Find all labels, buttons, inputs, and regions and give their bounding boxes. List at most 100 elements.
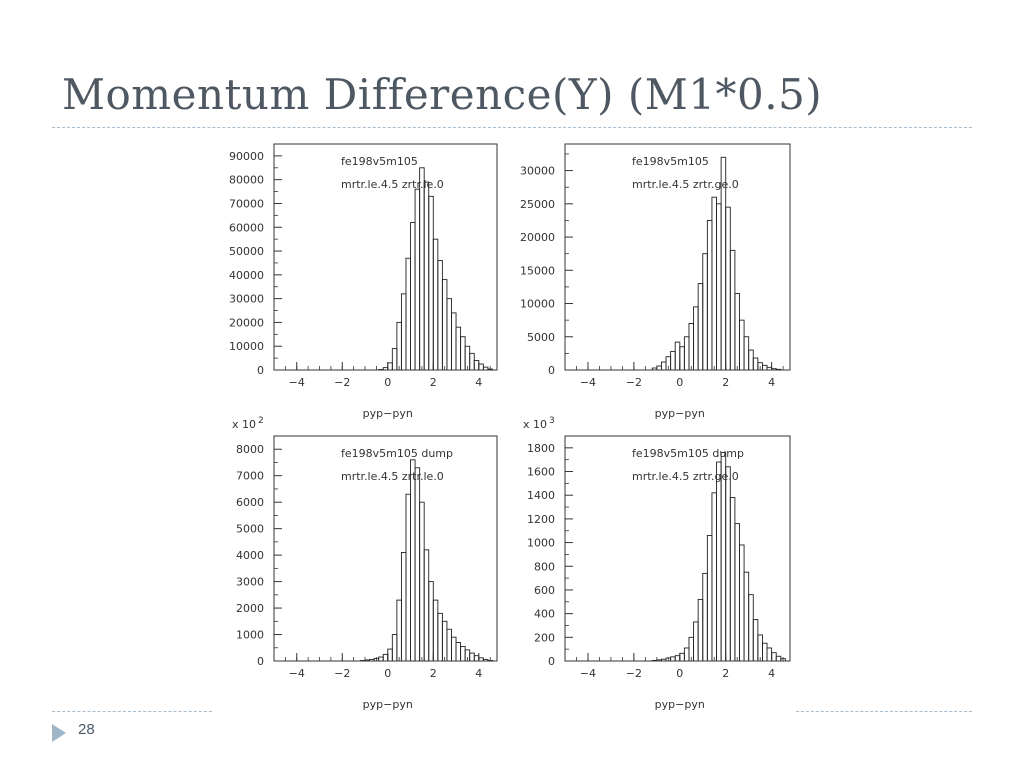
histogram-2-bin	[391, 634, 398, 662]
y-tick-label: 600	[534, 584, 555, 597]
histogram-2-multiplier-base: x 10	[232, 418, 256, 431]
histogram-2-bin	[437, 612, 443, 662]
histogram-3: −4 −2 0 2 4 0 200 400 600 800 1000 1200 1400 1600 1800…	[523, 416, 791, 711]
histogram-2-bin	[423, 549, 430, 662]
histogram-1-bin	[743, 336, 750, 371]
histogram-2-frame	[273, 435, 498, 662]
y-tick-label: 1600	[527, 466, 555, 479]
x-tick-label: 0	[676, 667, 683, 680]
histogram-2: −4 −2 0 2 4 0 1000 2000 3000 4000 5000 6000 7000 8000…	[232, 416, 498, 711]
y-tick-label: 20000	[229, 316, 264, 329]
histogram-3-bin	[766, 647, 773, 662]
y-tick-label: 7000	[236, 470, 264, 483]
histogram-1-bin	[688, 323, 695, 371]
y-tick-label: 6000	[236, 496, 264, 509]
y-tick-label: 1400	[527, 489, 555, 502]
x-tick-label: 4	[768, 667, 775, 680]
histogram-3-bin	[697, 598, 704, 662]
y-tick-label: 80000	[229, 174, 264, 187]
histogram-0-bin	[469, 352, 475, 371]
histogram-2-cuts: mrtr.le.4.5 zrtr.le.0	[341, 470, 444, 483]
x-tick-label: −2	[334, 667, 350, 680]
histogram-1-bin	[716, 203, 722, 371]
histogram-2-label: fe198v5m105 dump	[341, 447, 453, 460]
x-tick-label: 2	[430, 376, 437, 389]
histogram-3-bin	[761, 642, 768, 662]
y-tick-label: 5000	[236, 523, 264, 536]
histogram-0-xlabel: pyp−pyn	[363, 407, 413, 420]
histogram-2-bin	[400, 552, 407, 662]
histogram-0-bin	[446, 298, 452, 371]
histogram-0-bin	[451, 312, 457, 371]
y-tick-label: 400	[534, 608, 555, 621]
histogram-3-bin	[706, 535, 713, 662]
x-tick-label: 4	[475, 667, 482, 680]
y-tick-label: 1000	[527, 537, 555, 550]
y-tick-label: 800	[534, 560, 555, 573]
histogram-0-bin	[441, 279, 448, 371]
x-tick-label: 4	[475, 376, 482, 389]
title-divider	[52, 127, 972, 128]
histogram-2-bin	[396, 599, 402, 662]
histogram-3-bin	[748, 594, 754, 662]
x-tick-label: −2	[626, 376, 642, 389]
histogram-1-bin	[679, 346, 685, 371]
histogram-1-ticks: −4 −2 0 2 4 0 5000 10000 15000 20000 25000 30000	[520, 153, 784, 389]
y-tick-label: 1000	[236, 629, 264, 642]
histogram-1-bin	[683, 336, 690, 371]
histogram-0-frame	[273, 143, 498, 371]
y-tick-label: 2000	[236, 602, 264, 615]
histogram-0-bin	[428, 195, 434, 371]
histogram-0-bin	[410, 222, 416, 371]
histogram-2-bin	[441, 620, 448, 662]
histogram-1-bin	[697, 283, 704, 371]
histogram-1-bin	[711, 196, 717, 371]
y-tick-label: 10000	[520, 298, 555, 311]
footer-divider-left	[52, 711, 212, 712]
histogram-0-bin	[423, 181, 430, 371]
y-tick-label: 90000	[229, 150, 264, 163]
histogram-3-bin	[670, 656, 676, 662]
histogram-2-bin	[469, 652, 475, 662]
histogram-0-label: fe198v5m105	[341, 155, 418, 168]
y-tick-label: 60000	[229, 221, 264, 234]
histogram-1: −4 −2 0 2 4 0 5000 10000 15000 20000 25000 30000 fe…	[520, 143, 791, 420]
histogram-0-bin	[432, 238, 439, 371]
histogram-3-bin	[674, 655, 681, 662]
histogram-2-bin	[460, 645, 466, 662]
histogram-2-bin	[405, 493, 411, 662]
histogram-3-bin	[743, 571, 750, 662]
y-tick-label: 1800	[527, 442, 555, 455]
histogram-1-bin	[748, 349, 754, 371]
histogram-0-cuts: mrtr.le.4.5 zrtr.le.0	[341, 178, 444, 191]
histogram-2-bin	[446, 628, 452, 662]
histogram-2-multiplier: x 10 2	[232, 416, 264, 431]
histogram-3-bin	[711, 492, 717, 662]
x-tick-label: −4	[289, 376, 305, 389]
histogram-3-bin	[771, 652, 777, 662]
histogram-1-bin	[729, 249, 736, 371]
histogram-3-bin	[729, 497, 736, 662]
histogram-1-bin	[706, 219, 713, 371]
histogram-2-xlabel: pyp−pyn	[363, 698, 413, 711]
y-tick-label: 4000	[236, 549, 264, 562]
y-tick-label: 10000	[229, 340, 264, 353]
x-tick-label: 2	[430, 667, 437, 680]
histogram-0-bars	[378, 167, 493, 371]
histogram-1-bin	[752, 357, 759, 371]
histogram-2-bin	[378, 656, 384, 662]
histogram-2-bin	[432, 599, 439, 662]
y-tick-label: 50000	[229, 245, 264, 258]
histogram-1-bin	[702, 253, 708, 371]
y-tick-label: 0	[548, 364, 555, 377]
histogram-3-multiplier-exp: 3	[549, 416, 555, 426]
y-tick-label: 30000	[229, 293, 264, 306]
histogram-3-bin	[720, 452, 727, 662]
histogram-0-bin	[405, 257, 411, 371]
histogram-0-bin	[437, 260, 443, 371]
footer-divider-right	[796, 711, 972, 712]
histogram-3-bin	[679, 652, 685, 662]
histogram-3-bin	[734, 523, 740, 662]
histogram-3-ticks: −4 −2 0 2 4 0 200 400 600 800 1000 1200 1400 1600 1800	[527, 435, 784, 680]
histogram-1-bin	[725, 206, 731, 371]
